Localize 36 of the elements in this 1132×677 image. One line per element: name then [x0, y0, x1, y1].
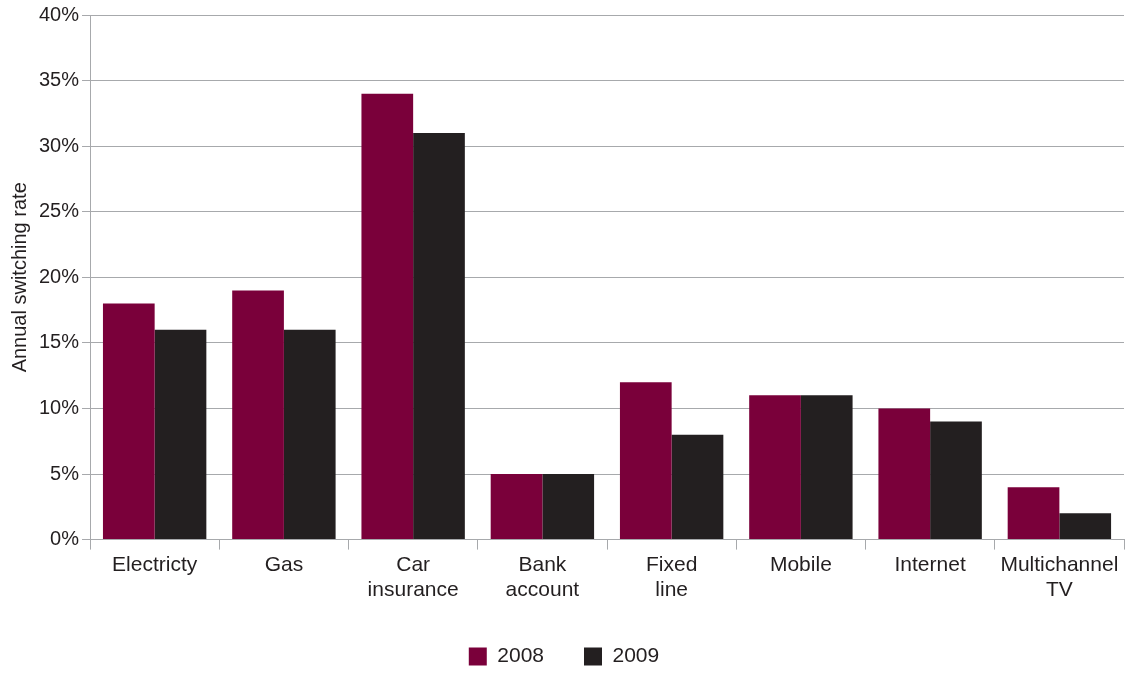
bar [102, 303, 155, 540]
y-tick-label: 40% [39, 2, 80, 25]
y-tick-label: 5% [50, 461, 80, 484]
bar [671, 434, 724, 540]
bar [490, 474, 543, 540]
y-tick-label: 35% [39, 68, 80, 91]
x-tick-label: Fixed line [645, 552, 698, 601]
bar [361, 93, 414, 540]
bar [413, 133, 465, 540]
y-axis-title: Annual switching rate [7, 182, 30, 373]
x-tick-label: Internet [894, 552, 966, 575]
y-tick-label: 0% [50, 527, 80, 550]
y-tick-label: 25% [39, 199, 80, 222]
bar [930, 421, 982, 540]
bar [1007, 487, 1060, 540]
x-tick-label: Electricty [112, 552, 198, 575]
bar [800, 395, 853, 540]
y-tick-label: 10% [39, 395, 80, 418]
bar [542, 474, 595, 540]
x-tick-label: Car insurance [367, 552, 459, 601]
y-tick-label: 20% [39, 264, 80, 287]
bar [283, 329, 336, 540]
bar [154, 329, 207, 540]
bar [1059, 513, 1112, 540]
bar [749, 395, 801, 540]
bar [232, 290, 284, 540]
bar [619, 382, 672, 540]
legend-label: 2008 [497, 643, 544, 667]
y-tick-label: 30% [39, 133, 80, 156]
x-tick-label: Mobile [769, 552, 832, 575]
legend-label: 2009 [612, 643, 660, 667]
x-tick-label: Multichannel TV [1000, 552, 1119, 601]
x-tick-label: Bank account [505, 552, 580, 601]
bar [878, 408, 931, 540]
x-tick-label: Gas [264, 552, 304, 575]
y-tick-label: 15% [39, 330, 80, 353]
